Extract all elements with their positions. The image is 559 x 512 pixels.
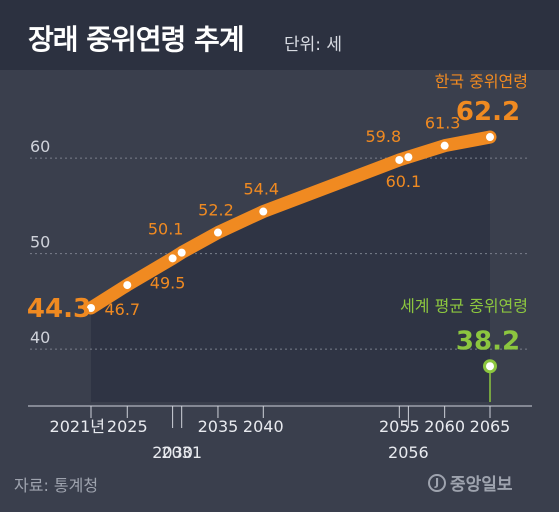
publisher-logo-text: 중앙일보 <box>450 475 513 495</box>
korea-point-2021 <box>87 304 95 312</box>
korea-label-2040: 54.4 <box>243 180 279 199</box>
korea-label-2021: 44.3 <box>27 294 91 324</box>
korea-label-2030: 49.5 <box>150 273 186 292</box>
korea-series-line <box>84 130 497 315</box>
korea-label-2060: 61.3 <box>425 114 461 133</box>
world-point-2065 <box>483 359 497 374</box>
header-band <box>0 0 559 70</box>
x-tick-label-2065: 2065 <box>470 417 511 436</box>
plot-area <box>91 137 490 402</box>
x-tick-label-2055: 2055 <box>379 417 420 436</box>
korea-point-2040 <box>259 207 268 216</box>
korea-label-2035: 52.2 <box>198 201 234 220</box>
publisher-logo-mark: J <box>428 473 446 492</box>
publisher-logo: J 중앙일보 <box>428 470 513 495</box>
x-tick-label-2021: 2021년 <box>50 417 105 436</box>
korea-point-2035 <box>213 228 222 237</box>
korea-label-2025: 46.7 <box>104 300 140 319</box>
korea-label-2031: 50.1 <box>148 220 184 239</box>
korea-label-2065: 62.2 <box>456 97 520 127</box>
x-tick-label-2031: 2031 <box>161 443 202 462</box>
y-tick-label-60: 60 <box>30 137 50 156</box>
korea-point-2055 <box>395 155 404 164</box>
korea-point-2031 <box>177 248 186 257</box>
x-tick-label-2056: 2056 <box>388 443 429 462</box>
korea-point-2060 <box>440 141 449 150</box>
chart-title: 장래 중위연령 추계 <box>28 23 245 56</box>
korea-label-2055: 59.8 <box>366 127 402 146</box>
korea-point-2030 <box>168 254 177 263</box>
unit-label: 단위: 세 <box>284 35 343 55</box>
source-text: 자료: 통계청 <box>14 476 99 495</box>
y-tick-label-50: 50 <box>30 233 50 252</box>
korea-point-2065 <box>486 133 494 142</box>
x-tick-label-2040: 2040 <box>243 417 284 436</box>
korea-series-name: 한국 중위연령 <box>435 72 528 91</box>
world-label-2065: 38.2 <box>456 326 520 356</box>
korea-label-2056: 60.1 <box>386 172 422 191</box>
y-tick-label-40: 40 <box>30 328 50 347</box>
x-tick-label-2025: 2025 <box>107 417 148 436</box>
korea-point-2056 <box>404 153 413 162</box>
world-series-name: 세계 평균 중위연령 <box>400 296 528 315</box>
x-tick-label-2030: 2030 <box>152 443 193 462</box>
korea-point-2025 <box>123 281 132 290</box>
x-tick-label-2035: 2035 <box>198 417 239 436</box>
x-tick-label-2060: 2060 <box>424 417 465 436</box>
